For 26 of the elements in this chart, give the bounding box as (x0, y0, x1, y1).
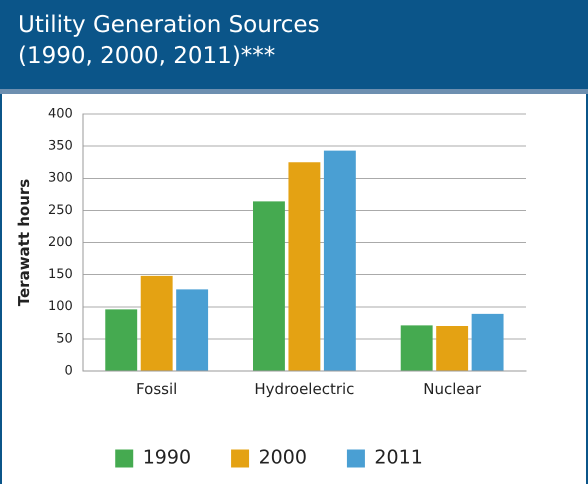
y-tick-label: 300 (48, 170, 73, 186)
bar (288, 162, 320, 370)
bar (105, 309, 138, 370)
y-tick-label: 250 (48, 202, 73, 218)
y-axis-title: Terawatt hours (14, 178, 33, 306)
bar (472, 314, 504, 370)
y-tick-label: 400 (48, 106, 73, 122)
legend-label: 1990 (142, 446, 192, 468)
bar (140, 276, 173, 370)
bar (176, 289, 208, 370)
x-tick-label: Hydroelectric (254, 380, 354, 398)
bar (400, 325, 433, 370)
y-tick-label: 200 (48, 234, 73, 250)
bar (324, 150, 356, 370)
y-tick-label: 0 (64, 363, 73, 378)
x-tick-label: Nuclear (423, 380, 482, 398)
y-tick-label: 350 (48, 138, 73, 154)
bar (252, 201, 285, 370)
legend-label: 2000 (258, 446, 307, 468)
x-tick-label: Fossil (136, 380, 178, 398)
y-tick-label: 100 (48, 299, 73, 314)
legend-label: 2011 (374, 446, 423, 468)
chart-title: Utility Generation Sources (1990, 2000, 2011)*** (0, 0, 588, 89)
bar (436, 326, 468, 370)
y-tick-label: 150 (48, 267, 73, 282)
y-tick-label: 50 (56, 331, 73, 346)
